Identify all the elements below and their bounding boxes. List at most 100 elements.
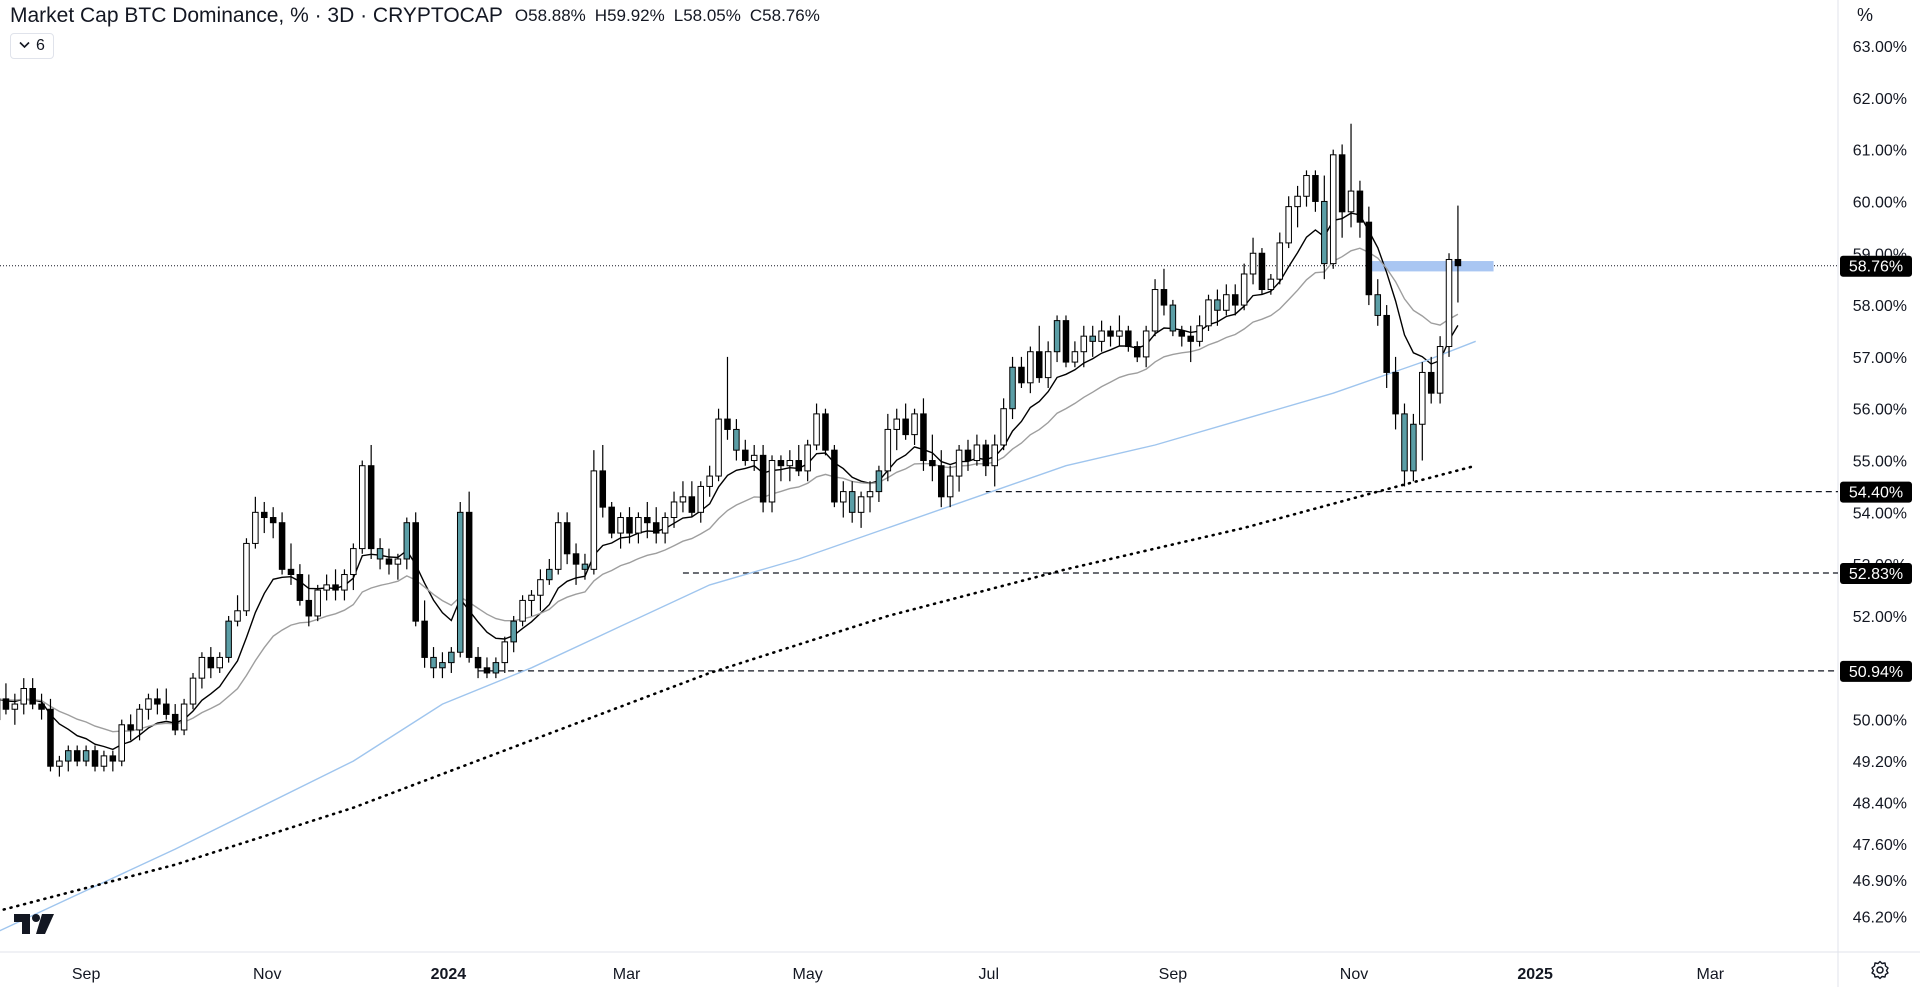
- candle[interactable]: [786, 450, 794, 482]
- candle[interactable]: [492, 657, 500, 679]
- candle[interactable]: [510, 615, 517, 653]
- candle[interactable]: [1071, 341, 1079, 368]
- candle[interactable]: [394, 553, 402, 580]
- candle[interactable]: [1133, 341, 1141, 363]
- candle[interactable]: [1374, 279, 1382, 326]
- candle[interactable]: [599, 444, 607, 518]
- candle[interactable]: [1187, 325, 1194, 363]
- candle[interactable]: [1285, 196, 1292, 249]
- candle[interactable]: [1089, 325, 1096, 357]
- candle[interactable]: [154, 688, 161, 715]
- resistance-zone[interactable]: [1368, 261, 1494, 272]
- candle[interactable]: [100, 750, 108, 772]
- candle[interactable]: [465, 491, 473, 663]
- candle[interactable]: [679, 481, 687, 513]
- candle[interactable]: [252, 496, 259, 549]
- candle[interactable]: [777, 455, 785, 482]
- candle[interactable]: [118, 719, 126, 767]
- candle[interactable]: [929, 434, 936, 482]
- candle[interactable]: [73, 745, 81, 767]
- candle[interactable]: [866, 481, 874, 513]
- candle[interactable]: [1276, 232, 1284, 285]
- candle[interactable]: [581, 553, 589, 580]
- candle[interactable]: [804, 439, 811, 482]
- candle[interactable]: [350, 543, 357, 591]
- candle[interactable]: [528, 590, 535, 616]
- sma-dotted-line[interactable]: [0, 464, 1477, 912]
- tradingview-logo-icon[interactable]: [14, 912, 54, 936]
- candle[interactable]: [1125, 325, 1132, 352]
- candles[interactable]: [0, 123, 1462, 777]
- candle[interactable]: [269, 507, 277, 539]
- candle[interactable]: [652, 507, 660, 544]
- candle[interactable]: [1419, 362, 1426, 461]
- candle[interactable]: [430, 647, 437, 679]
- candle[interactable]: [920, 398, 927, 471]
- candle[interactable]: [296, 564, 304, 606]
- candle[interactable]: [911, 408, 918, 445]
- indicators-collapse-button[interactable]: 6: [10, 33, 54, 59]
- candle[interactable]: [1018, 356, 1025, 388]
- candle[interactable]: [1392, 356, 1399, 430]
- candle[interactable]: [163, 688, 170, 720]
- candle[interactable]: [332, 569, 339, 601]
- candle[interactable]: [617, 512, 624, 549]
- candle[interactable]: [1410, 413, 1417, 482]
- candle[interactable]: [1365, 206, 1373, 306]
- candle[interactable]: [1160, 268, 1168, 316]
- candle[interactable]: [1267, 273, 1275, 295]
- candle[interactable]: [840, 481, 847, 518]
- candle[interactable]: [29, 678, 36, 710]
- candle[interactable]: [314, 584, 321, 622]
- candle[interactable]: [1321, 175, 1328, 280]
- candle[interactable]: [857, 491, 865, 528]
- candle[interactable]: [385, 548, 393, 575]
- candle[interactable]: [136, 704, 143, 741]
- candle[interactable]: [448, 647, 455, 673]
- candle[interactable]: [501, 636, 509, 673]
- candle[interactable]: [938, 450, 945, 508]
- candle[interactable]: [1142, 325, 1150, 368]
- candle[interactable]: [795, 444, 803, 477]
- candle[interactable]: [1027, 346, 1034, 394]
- candle[interactable]: [1436, 336, 1444, 404]
- candle[interactable]: [1383, 305, 1390, 388]
- candle[interactable]: [1009, 356, 1016, 420]
- candle[interactable]: [1169, 299, 1177, 337]
- candle[interactable]: [991, 434, 998, 487]
- candle[interactable]: [109, 750, 117, 772]
- candle[interactable]: [724, 356, 731, 440]
- candle[interactable]: [626, 507, 633, 544]
- candle[interactable]: [243, 538, 250, 616]
- candle[interactable]: [1427, 356, 1435, 404]
- candle[interactable]: [848, 481, 856, 523]
- level-price-label[interactable]: 50.94%: [1840, 660, 1912, 682]
- candle[interactable]: [688, 481, 696, 518]
- candle[interactable]: [1053, 315, 1061, 363]
- time-axis[interactable]: Sep Nov 2024 Mar May Jul Sep Nov 2025 Mar: [72, 966, 1725, 983]
- candle[interactable]: [884, 413, 892, 482]
- candle[interactable]: [670, 491, 678, 528]
- candle[interactable]: [1312, 170, 1319, 212]
- candle[interactable]: [955, 444, 963, 492]
- candle[interactable]: [697, 481, 705, 523]
- candle[interactable]: [341, 569, 348, 601]
- candle[interactable]: [456, 501, 464, 658]
- candle[interactable]: [902, 403, 909, 440]
- candle[interactable]: [82, 745, 90, 767]
- candle[interactable]: [1401, 403, 1408, 487]
- candle[interactable]: [1205, 294, 1212, 331]
- gear-icon[interactable]: [1868, 958, 1892, 982]
- candle[interactable]: [1000, 398, 1007, 451]
- candle[interactable]: [875, 465, 883, 502]
- candle[interactable]: [127, 714, 134, 741]
- candle[interactable]: [403, 517, 411, 570]
- candle[interactable]: [1062, 315, 1070, 368]
- ema-fast-line[interactable]: [0, 212, 1459, 751]
- candle[interactable]: [47, 698, 54, 772]
- candle[interactable]: [20, 678, 28, 715]
- candle[interactable]: [554, 512, 562, 575]
- candle[interactable]: [1196, 315, 1203, 347]
- candle[interactable]: [56, 755, 63, 777]
- candle[interactable]: [1080, 325, 1088, 368]
